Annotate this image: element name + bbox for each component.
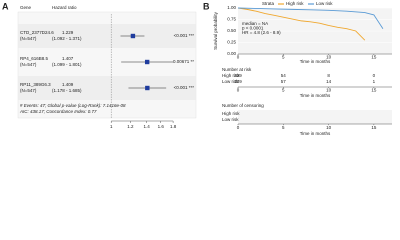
gene-name: RP4_616B8.5 bbox=[20, 56, 49, 61]
hr-marker bbox=[144, 59, 150, 65]
x-tick-label: 0 bbox=[237, 55, 240, 60]
confidence-interval: (1.178 - 1.685) bbox=[52, 88, 82, 93]
survival-curve bbox=[237, 7, 366, 41]
x-tick-label: 1.6 bbox=[158, 124, 165, 129]
censoring-title: Number of censoring bbox=[222, 103, 264, 108]
y-tick-label: 0.50 bbox=[227, 28, 236, 33]
risk-title: Number at risk bbox=[222, 67, 252, 72]
row-bg bbox=[18, 24, 196, 48]
p-value: <0.001 *** bbox=[174, 85, 195, 90]
x-axis-label: Time in months bbox=[300, 131, 331, 136]
column-header: Hazard ratio bbox=[52, 5, 77, 10]
censoring-row-label: Low risk bbox=[222, 117, 239, 122]
column-header: Gene bbox=[20, 5, 32, 10]
gene-name: RP11_389G6.3 bbox=[20, 82, 51, 87]
x-axis-label: Time in months bbox=[300, 93, 331, 98]
y-tick-label: 1.00 bbox=[227, 5, 236, 10]
risk-row-label: High risk bbox=[222, 73, 240, 78]
y-tick-label: 0.25 bbox=[227, 40, 236, 45]
risk-count: 239 bbox=[234, 73, 242, 78]
x-tick-label: 15 bbox=[371, 88, 377, 93]
annotation: median = NA bbox=[242, 21, 268, 26]
panel-label: A bbox=[2, 1, 9, 11]
x-tick-label: 10 bbox=[326, 125, 332, 130]
confidence-interval: (1.099 - 1.801) bbox=[52, 62, 82, 67]
censoring-bg bbox=[238, 110, 392, 124]
row-bg bbox=[18, 76, 196, 100]
x-tick-label: 1 bbox=[110, 124, 113, 129]
x-tick-label: 1.4 bbox=[144, 124, 151, 129]
hazard-ratio: 1.409 bbox=[62, 82, 74, 87]
survival-curve bbox=[237, 7, 384, 29]
footer-note: AIC: 438.17; Concordance Index: 0.77 bbox=[19, 109, 97, 114]
annotation: p < 0.0001 bbox=[242, 26, 264, 31]
annotation: HR = 4.8 (2.6 - 8.9) bbox=[242, 30, 281, 35]
confidence-interval: (1.092 - 1.371) bbox=[52, 36, 82, 41]
legend-label: High risk bbox=[286, 1, 304, 6]
x-tick-label: 15 bbox=[371, 125, 377, 130]
risk-row-label: Low risk bbox=[222, 79, 239, 84]
sample-size: (N=547) bbox=[20, 88, 37, 93]
hr-marker bbox=[145, 85, 150, 91]
hr-marker bbox=[130, 33, 136, 39]
figure: A B Gene Hazard ratio Number at risk Num… bbox=[2, 1, 392, 136]
p-value: <0.001 *** bbox=[174, 33, 195, 38]
p-value: 0.00671 ** bbox=[173, 59, 194, 64]
legend-title: Strata bbox=[262, 1, 275, 6]
sample-size: (N=547) bbox=[20, 36, 37, 41]
hazard-ratio: 1.407 bbox=[62, 56, 74, 61]
x-tick-label: 10 bbox=[326, 88, 332, 93]
risk-count: 8 bbox=[327, 73, 330, 78]
risk-count: 239 bbox=[234, 79, 242, 84]
x-tick-label: 1.8 bbox=[170, 124, 177, 129]
risk-count: 14 bbox=[326, 79, 332, 84]
gene-name: CTD_2377D24.6 bbox=[20, 30, 54, 35]
censoring-row-label: High risk bbox=[222, 111, 240, 116]
hazard-ratio: 1.229 bbox=[62, 30, 74, 35]
risk-count: 57 bbox=[281, 79, 287, 84]
x-tick-label: 5 bbox=[282, 55, 285, 60]
panel-label: B bbox=[203, 1, 210, 11]
x-tick-label: 5 bbox=[282, 88, 285, 93]
y-tick-label: 0.00 bbox=[227, 51, 236, 56]
legend-label: Low risk bbox=[316, 1, 333, 6]
x-tick-label: 0 bbox=[237, 125, 240, 130]
footer-note: # Events: 47; Global p-value (Log-Rank):… bbox=[20, 103, 126, 108]
x-axis-label: Time in months bbox=[300, 59, 331, 64]
risk-count: 0 bbox=[373, 73, 376, 78]
x-tick-label: 1.2 bbox=[127, 124, 134, 129]
sample-size: (N=547) bbox=[20, 62, 37, 67]
x-tick-label: 0 bbox=[237, 88, 240, 93]
x-tick-label: 5 bbox=[282, 125, 285, 130]
y-tick-label: 0.75 bbox=[227, 17, 236, 22]
risk-count: 1 bbox=[373, 79, 376, 84]
x-tick-label: 10 bbox=[326, 55, 332, 60]
y-axis-label: Survival probability bbox=[213, 11, 218, 50]
risk-count: 54 bbox=[281, 73, 287, 78]
x-tick-label: 15 bbox=[371, 55, 377, 60]
